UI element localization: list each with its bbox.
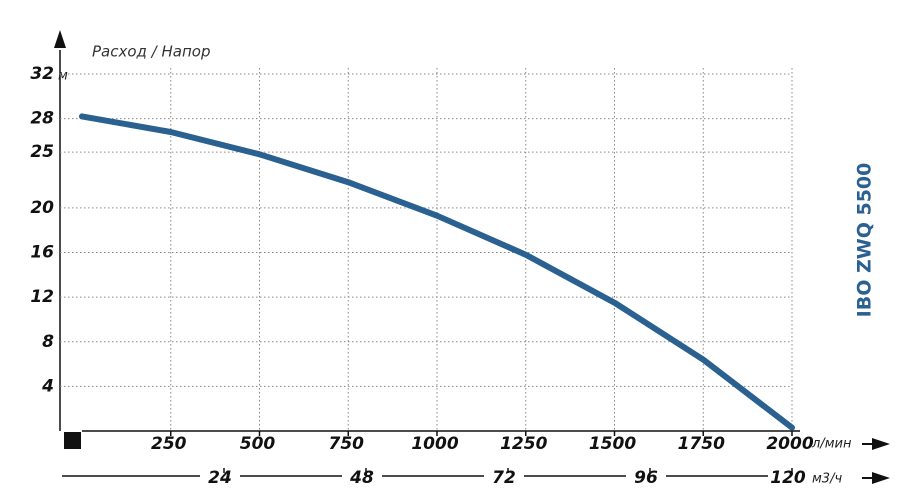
x2-label-bg bbox=[626, 466, 666, 486]
y-unit: м bbox=[58, 69, 68, 84]
x2-label-bg bbox=[200, 466, 240, 486]
x2-tick-label: 120 bbox=[770, 468, 806, 488]
x-arrow bbox=[872, 438, 890, 450]
x-tick-label: 2000 bbox=[766, 434, 813, 454]
x-unit: л/мин bbox=[811, 437, 852, 452]
curve bbox=[79, 113, 795, 431]
x-tick-label: 250 bbox=[151, 434, 187, 454]
x-tick-label: 750 bbox=[329, 434, 365, 454]
x2-arrow bbox=[872, 472, 890, 484]
origin-square bbox=[64, 432, 81, 449]
y-axis-label: Расход / Напор bbox=[92, 43, 210, 61]
x-tick-label: 1250 bbox=[500, 434, 547, 454]
y-tick-label: 32 bbox=[30, 64, 54, 84]
x2-tick-label: 72 bbox=[492, 468, 516, 488]
x2-label-bg bbox=[484, 466, 524, 486]
x2-unit: м3/ч bbox=[812, 472, 842, 487]
y-tick-label: 25 bbox=[30, 142, 54, 162]
y-tick-label: 20 bbox=[30, 198, 54, 218]
chart-title: IBO ZWQ 5500 bbox=[854, 163, 876, 318]
y-tick-label: 4 bbox=[41, 376, 54, 396]
y-axis-arrow bbox=[54, 30, 66, 48]
x-tick-label: 1750 bbox=[678, 434, 725, 454]
x2-label-bg bbox=[342, 466, 382, 486]
y-tick-label: 28 bbox=[30, 109, 54, 129]
x-tick-label: 500 bbox=[240, 434, 276, 454]
x2-tick-label: 24 bbox=[208, 468, 232, 488]
y-tick-label: 16 bbox=[30, 243, 54, 263]
y-tick-label: 12 bbox=[30, 287, 54, 307]
x2-tick-label: 96 bbox=[634, 468, 658, 488]
x-tick-label: 1000 bbox=[411, 434, 458, 454]
x2-tick-label: 48 bbox=[349, 468, 374, 488]
y-tick-label: 8 bbox=[42, 332, 54, 352]
x2-label-bg bbox=[768, 466, 808, 486]
x-tick-label: 1500 bbox=[589, 434, 636, 454]
